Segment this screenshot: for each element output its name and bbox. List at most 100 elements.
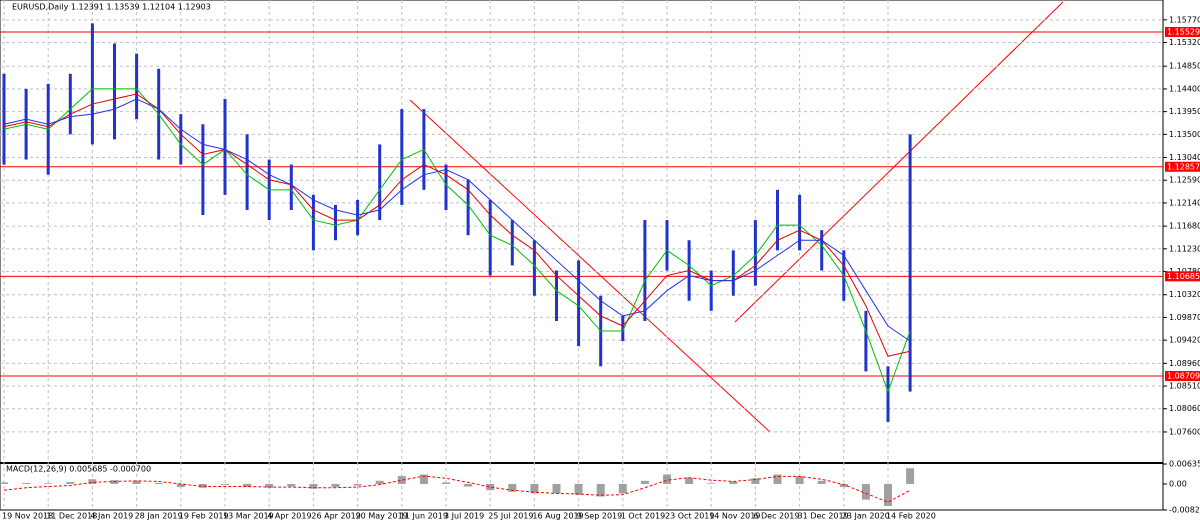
price-bar	[532, 240, 536, 296]
price-bar	[311, 194, 315, 251]
macd-bar	[906, 468, 915, 484]
macd-bar	[861, 483, 870, 500]
macd-bar	[596, 483, 605, 497]
y-tick-label: 1.12590	[1169, 176, 1200, 185]
macd-bar	[265, 483, 274, 488]
y-tick-label: 1.07600	[1169, 427, 1200, 436]
price-bar	[90, 23, 94, 145]
price-bar	[113, 43, 116, 140]
price-bar	[753, 220, 757, 286]
macd-bar	[110, 480, 119, 484]
y-tick-label: 1.12140	[1169, 198, 1200, 207]
macd-bar	[552, 483, 561, 494]
macd-bar	[729, 481, 738, 484]
y-tick-label: 1.11680	[1169, 222, 1200, 231]
macd-title: MACD(12,26,9) 0.005685 -0.000700	[6, 465, 151, 474]
price-bar	[135, 53, 139, 120]
moving-average	[3, 93, 911, 357]
x-tick-label: 11 Dec 2018	[46, 512, 97, 521]
macd-bar	[530, 483, 539, 494]
x-tick-label: 23 Jan 2020	[842, 512, 890, 521]
price-bar	[577, 260, 581, 347]
x-tick-label: 6 Dec 2019	[753, 512, 799, 521]
trend-line	[734, 1, 1064, 323]
price-bar	[886, 366, 890, 422]
macd-bar	[331, 483, 340, 488]
price-bar	[908, 134, 912, 392]
macd-bar	[884, 483, 892, 506]
x-tick-label: 19 Feb 2019	[179, 512, 229, 521]
x-tick-label: 31 Dec 2019	[798, 512, 849, 521]
price-bar	[643, 220, 647, 321]
x-tick-label: 9 Sep 2019	[577, 512, 623, 521]
moving-average	[3, 88, 911, 394]
level-label: 1.08709	[1167, 371, 1200, 380]
macd-bar	[574, 483, 583, 495]
y-tick-label: 1.13500	[1169, 130, 1200, 139]
price-bar	[555, 270, 558, 321]
y-tick-label: 0.00635	[1169, 460, 1200, 469]
macd-bar	[375, 480, 384, 484]
macd-bar	[88, 479, 97, 484]
price-bar	[378, 144, 382, 221]
macd-bar	[221, 483, 229, 485]
y-tick-label: 1.11230	[1169, 244, 1200, 253]
level-tag	[1165, 26, 1200, 37]
y-tick-label: 1.10320	[1169, 290, 1200, 299]
y-tick-label: 1.08510	[1169, 382, 1200, 391]
macd-bar	[176, 483, 185, 488]
y-tick-label: 1.13950	[1169, 107, 1200, 116]
x-tick-label: 14 Nov 2019	[709, 512, 760, 521]
x-tick-label: 14 Feb 2020	[886, 512, 936, 521]
macd-bar	[22, 483, 31, 484]
level-label: 1.12857	[1167, 162, 1200, 171]
trend-line	[409, 99, 771, 433]
macd-bar	[243, 483, 252, 488]
macd-bar	[44, 483, 53, 484]
y-tick-label: -0.008289	[1169, 506, 1200, 515]
price-bar	[179, 114, 183, 165]
price-bar	[289, 164, 293, 210]
price-bar	[820, 230, 824, 271]
macd-bar	[618, 483, 627, 494]
price-bar	[731, 250, 735, 296]
macd-bar	[353, 483, 362, 486]
macd-bar	[287, 483, 296, 487]
macd-bar	[464, 483, 473, 487]
macd-bar	[640, 480, 649, 484]
y-tick-label: 1.09420	[1169, 336, 1200, 345]
y-tick-label: 1.08060	[1169, 404, 1200, 413]
macd-bar	[839, 483, 848, 488]
macd-bar	[817, 480, 826, 484]
macd-bar	[0, 482, 8, 484]
x-tick-label: 1 Oct 2019	[621, 512, 665, 521]
x-tick-label: 4 Jan 2019	[90, 512, 133, 521]
price-bar	[798, 194, 802, 251]
x-tick-label: 25 Jul 2019	[488, 512, 533, 521]
macd-bar	[66, 482, 75, 484]
x-tick-label: 19 Nov 2018	[2, 512, 53, 521]
price-bar	[334, 204, 337, 241]
x-tick-label: 28 Jan 2019	[135, 512, 183, 521]
y-tick-label: 1.14400	[1169, 84, 1200, 93]
macd-bar	[397, 476, 406, 484]
macd-bar	[486, 483, 495, 491]
y-tick-label: 0.00	[1169, 479, 1187, 488]
macd-bar	[707, 483, 716, 484]
macd-bar	[442, 482, 450, 484]
price-bar	[621, 315, 625, 342]
price-bar	[400, 109, 404, 205]
macd-bar	[132, 480, 141, 484]
moving-average	[3, 98, 911, 342]
x-tick-label: 16 Aug 2019	[532, 512, 583, 521]
y-tick-label: 1.14850	[1169, 62, 1200, 71]
macd-bar	[773, 474, 782, 484]
x-tick-label: 11 Jun 2019	[400, 512, 448, 521]
price-bar	[709, 270, 713, 311]
x-tick-label: 13 Mar 2019	[223, 512, 274, 521]
macd-bar	[309, 483, 318, 489]
x-tick-label: 23 Oct 2019	[665, 512, 714, 521]
price-bar	[245, 134, 249, 210]
level-label: 1.10685	[1167, 272, 1200, 281]
